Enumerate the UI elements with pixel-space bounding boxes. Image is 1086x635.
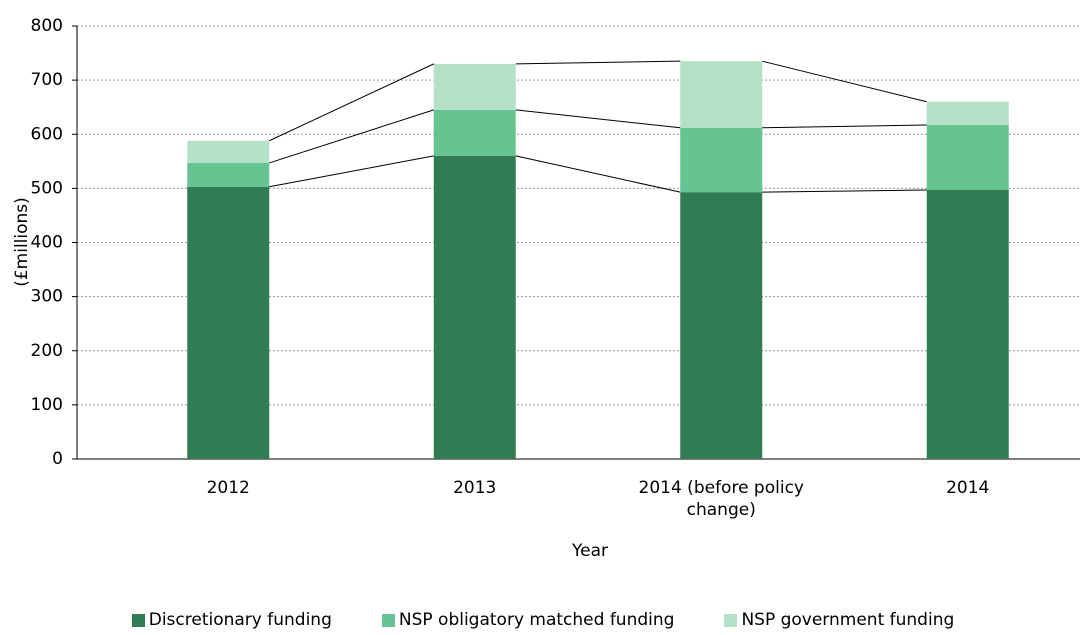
y-tick-label: 0 xyxy=(52,449,63,469)
bar-segment xyxy=(433,63,516,110)
connector-line xyxy=(762,124,927,129)
y-tick-label: 400 xyxy=(31,233,63,253)
x-tick-label: 2013 xyxy=(453,478,497,498)
legend: Discretionary funding NSP obligatory matc… xyxy=(0,610,1086,630)
legend-swatch xyxy=(381,613,395,627)
bar-segment xyxy=(187,140,270,163)
y-axis-label: (£millions) xyxy=(12,197,32,287)
y-tick-label: 600 xyxy=(31,124,63,144)
connector-line xyxy=(762,189,927,193)
legend-item: Discretionary funding xyxy=(131,610,332,630)
chart: (£millions) Year 0 100 200 300 400 500 600 700 8… xyxy=(12,16,1080,561)
legend-item: NSP government funding xyxy=(724,610,954,630)
x-tick-label: 2014 (before policy change) xyxy=(638,478,804,520)
legend-swatch xyxy=(724,613,738,627)
connector-line xyxy=(269,109,434,164)
x-tick-label: 2012 xyxy=(206,478,250,498)
bar-segment xyxy=(926,101,1009,126)
y-tick-label: 700 xyxy=(31,70,63,90)
bar-segment xyxy=(926,125,1009,190)
bar-segment xyxy=(433,155,516,459)
bar-segment xyxy=(433,109,516,156)
connector-line xyxy=(269,63,434,142)
bar-segment xyxy=(680,61,763,128)
bar-segment xyxy=(187,162,270,187)
legend-label: NSP government funding xyxy=(741,610,955,630)
legend-item: NSP obligatory matched funding xyxy=(381,610,675,630)
connector-line xyxy=(515,155,681,193)
bar-segment xyxy=(187,186,270,459)
y-tick-label: 500 xyxy=(31,178,63,198)
legend-swatch xyxy=(131,613,145,627)
connector-line xyxy=(269,155,434,188)
x-axis-label: Year xyxy=(571,541,608,561)
bar-segment xyxy=(680,127,763,193)
connector-line xyxy=(515,60,681,65)
bar-segment xyxy=(680,192,763,459)
y-tick-label: 800 xyxy=(31,16,63,36)
connector-line xyxy=(515,109,681,129)
bar-segment xyxy=(926,189,1009,459)
y-tick-label: 100 xyxy=(31,395,63,415)
y-tick-label: 200 xyxy=(31,341,63,361)
legend-label: NSP obligatory matched funding xyxy=(398,610,675,630)
connector-line xyxy=(762,60,927,103)
x-tick-label: 2014 xyxy=(946,478,990,498)
y-tick-label: 300 xyxy=(31,287,63,307)
legend-label: Discretionary funding xyxy=(148,610,332,630)
